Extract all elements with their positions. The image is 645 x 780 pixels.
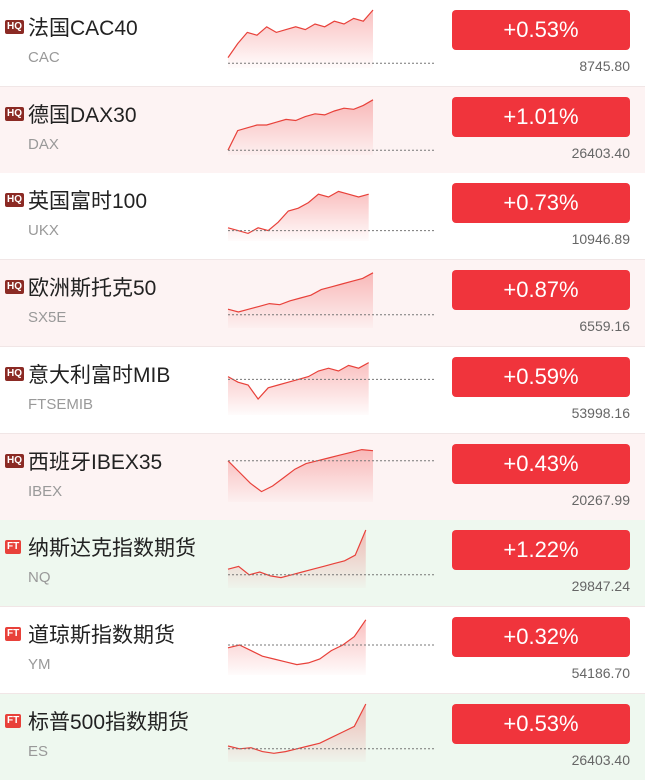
index-name: 欧洲斯托克50 [28, 277, 157, 301]
index-name: 法国CAC40 [28, 17, 138, 40]
market-badge: HQ [5, 193, 24, 208]
index-code: DAX [28, 135, 59, 153]
index-code: NQ [28, 569, 51, 587]
sparkline-line [227, 619, 367, 666]
index-code: FTSEMIB [28, 395, 94, 413]
index-code: UKX [28, 222, 59, 240]
sparkline [227, 529, 436, 589]
quote-row[interactable]: HQ 法国CAC40 CAC +0.53% 8745.80 [0, 0, 645, 87]
index-code: IBEX [28, 482, 63, 500]
sparkline [227, 361, 436, 415]
sparkline [227, 191, 436, 242]
index-name: 西班牙IBEX35 [28, 450, 163, 474]
index-code: YM [28, 655, 51, 673]
index-code: SX5E [28, 309, 67, 327]
change-button: +0.53% [452, 10, 630, 50]
index-name: 标普500指数期货 [28, 710, 190, 734]
sparkline-line [227, 9, 374, 58]
change-button: +1.22% [452, 530, 630, 571]
quote-row[interactable]: HQ 英国富时100 UKX +0.73% 10946.89 [0, 173, 645, 261]
market-badge: HQ [5, 366, 24, 381]
change-button: +0.32% [452, 616, 630, 657]
quote-row[interactable]: HQ 德国DAX30 DAX +1.01% 26403.40 [0, 86, 645, 174]
quote-row[interactable]: HQ 意大利富时MIB FTSEMIB +0.59% 53998.16 [0, 346, 645, 434]
change-button: +0.59% [452, 356, 630, 397]
index-price: 26403.40 [571, 144, 630, 161]
quote-row[interactable]: HQ 欧洲斯托克50 SX5E +0.87% 6559.16 [0, 260, 645, 348]
market-badge: FT [5, 713, 22, 728]
index-price: 53998.16 [571, 404, 630, 421]
quote-row[interactable]: FT 纳斯达克指数期货 NQ +1.22% 29847.24 [0, 520, 645, 608]
sparkline-area [228, 99, 373, 155]
sparkline [227, 272, 436, 329]
index-price: 8745.80 [579, 58, 630, 74]
sparkline-area [228, 619, 366, 675]
index-price: 6559.16 [579, 318, 630, 335]
index-name: 道琼斯指数期货 [28, 623, 175, 647]
index-price: 20267.99 [571, 491, 630, 508]
sparkline [227, 619, 436, 675]
change-button: +0.53% [452, 703, 630, 744]
sparkline-line [227, 98, 374, 151]
sparkline [227, 703, 436, 762]
sparkline-line [227, 272, 374, 313]
sparkline-line [227, 361, 369, 400]
index-price: 26403.40 [571, 751, 630, 768]
sparkline [227, 448, 436, 502]
index-name: 英国富时100 [28, 190, 148, 214]
index-price: 29847.24 [571, 578, 630, 595]
index-code: CAC [28, 49, 60, 66]
sparkline [227, 9, 436, 68]
sparkline-area [228, 449, 373, 502]
market-badge: HQ [5, 280, 24, 295]
sparkline-line [227, 529, 367, 579]
index-code: ES [28, 742, 49, 760]
sparkline [227, 98, 436, 155]
sparkline-area [228, 272, 373, 329]
quote-row[interactable]: HQ 西班牙IBEX35 IBEX +0.43% 20267.99 [0, 433, 645, 521]
change-button: +0.87% [452, 270, 630, 311]
index-price: 10946.89 [571, 231, 630, 248]
sparkline-line [227, 191, 369, 235]
market-badge: HQ [5, 106, 24, 121]
sparkline-line [227, 448, 374, 492]
change-button: +0.73% [452, 183, 630, 224]
market-badge: FT [5, 626, 22, 641]
quote-row[interactable]: FT 道琼斯指数期货 YM +0.32% 54186.70 [0, 606, 645, 694]
market-badge: HQ [5, 20, 24, 34]
quote-row[interactable]: FT 标普500指数期货 ES +0.53% 26403.40 [0, 693, 645, 780]
sparkline-area [228, 10, 373, 68]
sparkline-area [228, 703, 366, 762]
market-badge: FT [5, 540, 22, 555]
change-button: +1.01% [452, 96, 630, 137]
index-name: 纳斯达克指数期货 [28, 537, 196, 561]
market-badge: HQ [5, 453, 24, 468]
index-price: 54186.70 [571, 664, 630, 681]
index-name: 德国DAX30 [28, 103, 137, 127]
index-name: 意大利富时MIB [28, 363, 171, 387]
change-button: +0.43% [452, 443, 630, 484]
sparkline-area [228, 530, 366, 589]
sparkline-area [228, 362, 369, 415]
sparkline-area [228, 191, 369, 242]
